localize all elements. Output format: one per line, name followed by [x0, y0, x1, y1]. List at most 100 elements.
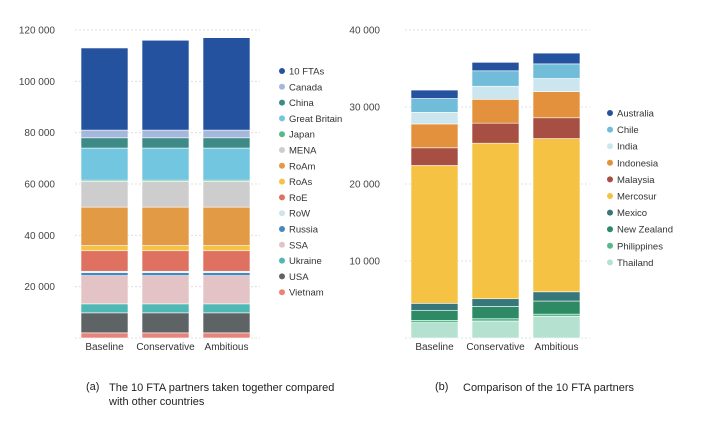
caption-b-line-1: Comparison of the 10 FTA partners: [463, 382, 634, 394]
chart-a-legend-marker: [279, 131, 285, 138]
chart-a-legend-label: RoE: [289, 193, 307, 204]
chart-a-legend-label: MENA: [289, 146, 317, 157]
chart-a-bar-segment-vietnam: [141, 332, 190, 339]
chart-a-bar-segment-canada: [80, 129, 129, 139]
chart-b-legend-marker: [607, 209, 613, 216]
chart-a-bar-segment-great-britain: [202, 147, 251, 181]
chart-b-bar-segment-new-zealand: [410, 309, 459, 321]
chart-a-bar-segment-russia: [80, 272, 129, 276]
chart-a-bar-segment-vietnam: [80, 332, 129, 339]
chart-a-legend-marker: [279, 147, 285, 153]
chart-b-y-tick-label: 10 000: [349, 257, 380, 268]
caption-a-text: The 10 FTA partners taken together compa…: [109, 381, 369, 409]
chart-a-bar-segment-usa: [80, 312, 129, 334]
chart-a-legend-label: Russia: [289, 225, 319, 236]
chart-a-bar-segment-roam: [141, 206, 190, 246]
caption-b-text: Comparison of the 10 FTA partners: [463, 381, 703, 395]
chart-a-legend-marker: [279, 162, 285, 169]
chart-b-legend-label: Malaysia: [617, 175, 655, 186]
chart-b-legend-marker: [607, 259, 613, 266]
chart-b-legend-label: Philippines: [617, 241, 663, 252]
chart-b-bar-segment-india: [410, 112, 459, 125]
chart-a-legend-label: Canada: [289, 82, 323, 93]
chart-a-bar-segment-roas: [80, 245, 129, 252]
chart-b-legend-marker: [607, 159, 613, 166]
chart-a-bar-segment-ukraine: [202, 303, 251, 314]
chart-b-legend-label: Indonesia: [617, 158, 659, 169]
chart-b-bar-segment-philippines: [410, 319, 459, 323]
chart-b-x-tick-label: Conservative: [466, 342, 525, 353]
chart-b-x-tick-label: Ambitious: [535, 342, 579, 353]
chart-b-bar-segment-malaysia: [410, 147, 459, 166]
chart-b-legend-label: New Zealand: [617, 225, 673, 236]
chart-b-bar-segment-australia: [471, 62, 520, 72]
chart-b-legend-label: Australia: [617, 109, 655, 120]
chart-a-bar-segment-usa: [141, 312, 190, 334]
chart-a-bar-segment-russia: [202, 272, 251, 276]
chart-a-bar-segment-roam: [80, 206, 129, 246]
chart-b-legend-marker: [607, 193, 613, 199]
chart-b-bar-segment-mexico: [532, 291, 581, 302]
chart-a-bar-segment-china: [202, 137, 251, 149]
chart-b-bar-segment-indonesia: [471, 99, 520, 124]
chart-b-legend-marker: [607, 226, 613, 233]
chart-b-bar-segment-india: [471, 85, 520, 100]
chart-a-x-tick-label: Conservative: [136, 342, 195, 353]
chart-a-legend-marker: [279, 289, 285, 296]
chart-a-legend-marker: [279, 226, 285, 232]
chart-a-bar-segment-china: [80, 137, 129, 149]
chart-b-bar-segment-chile: [532, 63, 581, 79]
chart-b-bar-segment-australia: [532, 52, 581, 65]
chart-a-legend-label: China: [289, 98, 315, 109]
chart-a-legend-label: 10 FTAs: [289, 67, 324, 78]
chart-a-bar-segment-roam: [202, 206, 251, 246]
chart-a-bar-segment-roe: [80, 250, 129, 272]
chart-b-y-tick-label: 20 000: [349, 180, 380, 191]
chart-a-bar-segment-great-britain: [141, 147, 190, 181]
chart-a-bar-segment-roe: [202, 250, 251, 272]
chart-b-bar-segment-mercosur: [532, 138, 581, 293]
chart-a-legend-label: Great Britain: [289, 114, 342, 125]
chart-a-bar-segment-roas: [141, 245, 190, 252]
chart-a-legend-marker: [279, 68, 285, 74]
chart-b-bar-segment-thailand: [532, 316, 581, 339]
caption-a-line-2: with other countries: [109, 396, 205, 408]
chart-a-legend-marker: [279, 194, 285, 201]
chart-a-y-tick-label: 40 000: [24, 231, 55, 242]
chart-b-legend-marker: [607, 110, 613, 116]
chart-a-legend-marker: [279, 210, 285, 217]
chart-a-legend-marker: [279, 99, 285, 106]
chart-b-legend-label: Thailand: [617, 258, 653, 269]
chart-a-y-tick-label: 80 000: [24, 128, 55, 139]
chart-a-legend-marker: [279, 241, 285, 248]
chart-a-legend-label: RoW: [289, 209, 310, 220]
chart-a-legend-label: Japan: [289, 130, 315, 141]
chart-a-bar-segment-canada: [141, 129, 190, 139]
caption-a-letter: (a): [86, 381, 100, 393]
chart-a-bar-segment-russia: [141, 272, 190, 276]
chart-a-legend-label: RoAm: [289, 161, 315, 172]
chart-b-bar-segment-indonesia: [410, 123, 459, 149]
chart-a-legend-marker: [279, 273, 285, 280]
chart-b-legend-marker: [607, 143, 613, 150]
chart-a-bar-segment-ukraine: [141, 303, 190, 314]
chart-b-bar-segment-chile: [471, 70, 520, 87]
chart-b-y-tick-label: 40 000: [349, 26, 380, 37]
chart-a-bar-segment-roe: [141, 250, 190, 272]
chart-a-bar-segment-canada: [202, 129, 251, 139]
chart-a-bar-segment-ssa: [141, 275, 190, 305]
chart-b-bar-segment-mexico: [471, 298, 520, 307]
chart-b-bar-segment-australia: [410, 89, 459, 99]
chart-a-y-tick-label: 60 000: [24, 180, 55, 191]
chart-b-legend-label: Chile: [617, 125, 639, 136]
chart-a-bar-segment-china: [141, 137, 190, 149]
chart-b-bar-segment-thailand: [410, 322, 459, 339]
chart-a: 20 000 40 000 60 000 80 000 100 000 120 000 Ba…: [19, 26, 342, 354]
chart-b-y-tick-label: 30 000: [349, 103, 380, 114]
chart-b-legend-marker: [607, 126, 613, 133]
chart-a-legend-label: RoAs: [289, 177, 312, 188]
chart-a-bar-segment-mena: [80, 181, 129, 208]
chart-a-bar-segment-ukraine: [80, 303, 129, 314]
chart-b-legend-marker: [607, 242, 613, 249]
